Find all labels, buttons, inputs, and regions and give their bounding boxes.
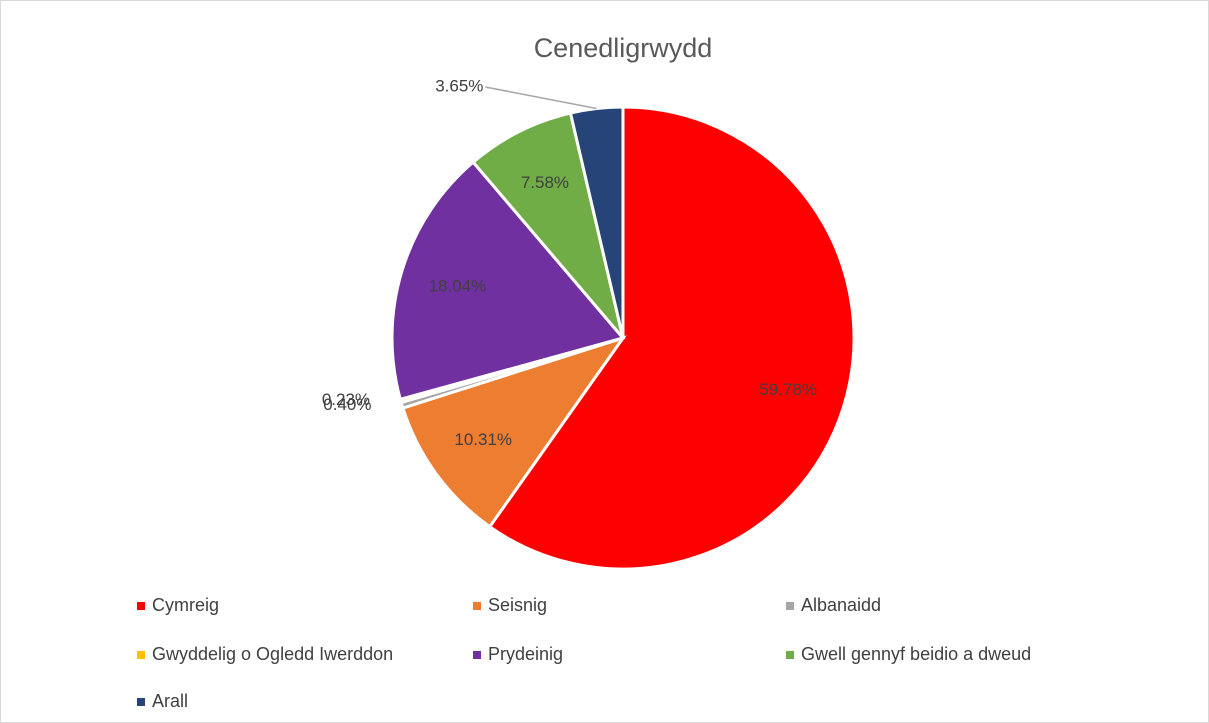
pie-slice — [568, 105, 625, 339]
legend-swatch — [137, 651, 145, 659]
pie-slice — [471, 111, 625, 339]
legend-swatch — [786, 651, 794, 659]
legend-label: Arall — [152, 691, 188, 711]
legend-swatch — [473, 602, 481, 610]
leader-line — [485, 86, 597, 110]
chart-title: Cenedligrwydd — [534, 33, 713, 63]
legend-swatch — [786, 602, 794, 610]
pie-slice — [390, 160, 626, 402]
data-label: 10.31% — [454, 430, 512, 449]
legend-swatch — [137, 602, 145, 610]
legend-label: Seisnig — [488, 595, 547, 615]
legend-label: Gwyddelig o Ogledd Iwerddon — [152, 644, 393, 664]
data-label: 18.04% — [429, 277, 487, 296]
legend-label: Prydeinig — [488, 644, 563, 664]
data-label: 0.23% — [322, 390, 370, 409]
pie-slice — [487, 105, 856, 571]
legend-swatch — [137, 698, 145, 706]
data-label: 3.65% — [435, 76, 483, 95]
data-label: 0.40% — [323, 395, 371, 414]
data-label: 59.78% — [759, 380, 817, 399]
legend-swatch — [473, 651, 481, 659]
legend-label: Cymreig — [152, 595, 219, 615]
pie-slice — [400, 335, 627, 529]
data-label: 7.58% — [521, 173, 569, 192]
legend-label: Gwell gennyf beidio a dweud — [801, 644, 1031, 664]
legend-label: Albanaidd — [801, 595, 881, 615]
